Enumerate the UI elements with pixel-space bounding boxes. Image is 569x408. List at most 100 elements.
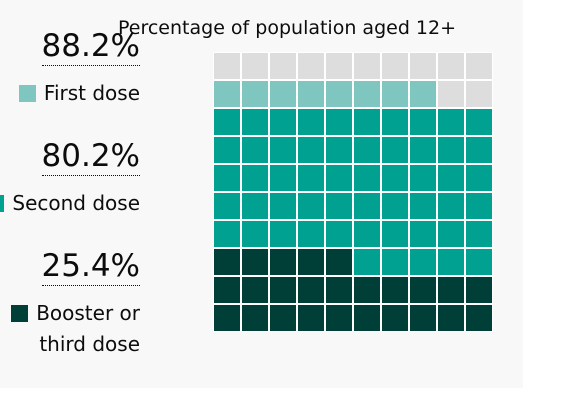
waffle-cell-second-dose xyxy=(213,135,242,165)
waffle-cell-second-dose xyxy=(436,191,466,221)
waffle-cell-second-dose xyxy=(268,135,298,165)
waffle-cell-booster xyxy=(268,275,298,305)
waffle-cell-second-dose xyxy=(296,163,326,193)
waffle-cell-second-dose xyxy=(268,107,298,137)
waffle-cell-second-dose xyxy=(380,247,410,277)
waffle-cell-second-dose xyxy=(464,219,493,249)
waffle-cell-booster xyxy=(268,303,298,332)
waffle-cell-second-dose xyxy=(213,219,242,249)
waffle-cell-empty xyxy=(352,52,382,81)
waffle-cell-empty xyxy=(268,52,298,81)
waffle-cell-booster xyxy=(436,275,466,305)
waffle-cell-booster xyxy=(324,303,354,332)
waffle-cell-second-dose xyxy=(408,247,438,277)
waffle-cell-booster xyxy=(324,247,354,277)
waffle-cell-second-dose xyxy=(296,191,326,221)
booster-label-line2: third dose xyxy=(39,332,140,356)
waffle-cell-empty xyxy=(380,52,410,81)
legend-first-dose: First dose xyxy=(18,78,140,109)
waffle-cell-second-dose xyxy=(464,107,493,137)
waffle-cell-second-dose xyxy=(240,135,270,165)
waffle-cell-second-dose xyxy=(408,163,438,193)
waffle-cell-empty xyxy=(436,52,466,81)
waffle-cell-empty xyxy=(240,52,270,81)
waffle-cell-second-dose xyxy=(408,191,438,221)
waffle-cell-second-dose xyxy=(380,163,410,193)
waffle-cell-second-dose xyxy=(464,135,493,165)
second-dose-label: Second dose xyxy=(12,191,140,215)
booster-percentage: 25.4% xyxy=(41,248,140,286)
waffle-cell-second-dose xyxy=(464,163,493,193)
waffle-cell-second-dose xyxy=(213,107,242,137)
first-dose-swatch xyxy=(18,85,36,102)
waffle-cell-second-dose xyxy=(436,107,466,137)
waffle-cell-booster xyxy=(408,275,438,305)
chart-panel: Percentage of population aged 12+ 88.2% … xyxy=(0,17,493,360)
waffle-cell-first-dose xyxy=(380,79,410,109)
waffle-cell-second-dose xyxy=(324,163,354,193)
waffle-cell-second-dose xyxy=(296,107,326,137)
legend-booster: Booster or third dose xyxy=(11,298,140,360)
waffle-cell-empty xyxy=(464,52,493,81)
waffle-cell-second-dose xyxy=(240,163,270,193)
waffle-cell-second-dose xyxy=(296,219,326,249)
waffle-cell-booster xyxy=(296,247,326,277)
waffle-cell-second-dose xyxy=(213,163,242,193)
waffle-cell-first-dose xyxy=(213,79,242,109)
waffle-cell-first-dose xyxy=(296,79,326,109)
waffle-cell-first-dose xyxy=(268,79,298,109)
waffle-cell-first-dose xyxy=(240,79,270,109)
first-dose-percentage: 88.2% xyxy=(41,28,140,66)
waffle-cell-second-dose xyxy=(268,163,298,193)
waffle-cell-booster xyxy=(296,303,326,332)
waffle-cell-booster xyxy=(240,275,270,305)
waffle-cell-empty xyxy=(408,52,438,81)
waffle-cell-first-dose xyxy=(408,79,438,109)
waffle-cell-booster xyxy=(380,275,410,305)
waffle-cell-second-dose xyxy=(352,107,382,137)
waffle-grid xyxy=(213,52,493,332)
waffle-cell-booster xyxy=(213,303,242,332)
booster-swatch xyxy=(11,305,29,322)
waffle-cell-empty xyxy=(324,52,354,81)
waffle-cell-second-dose xyxy=(352,219,382,249)
waffle-cell-second-dose xyxy=(240,219,270,249)
waffle-cell-booster xyxy=(296,275,326,305)
waffle-cell-booster xyxy=(324,275,354,305)
waffle-cell-second-dose xyxy=(213,191,242,221)
waffle-cell-second-dose xyxy=(380,191,410,221)
waffle-cell-booster xyxy=(408,303,438,332)
second-dose-swatch xyxy=(0,195,5,212)
waffle-cell-booster xyxy=(268,247,298,277)
waffle-cell-second-dose xyxy=(352,247,382,277)
waffle-cell-second-dose xyxy=(352,191,382,221)
legend-second-dose: Second dose xyxy=(0,188,140,219)
waffle-cell-booster xyxy=(464,275,493,305)
waffle-cell-second-dose xyxy=(436,135,466,165)
waffle-cell-empty xyxy=(296,52,326,81)
waffle-cell-empty xyxy=(464,79,493,109)
second-dose-percentage: 80.2% xyxy=(41,138,140,176)
waffle-cell-empty xyxy=(213,52,242,81)
waffle-cell-second-dose xyxy=(380,219,410,249)
waffle-cell-second-dose xyxy=(324,219,354,249)
chart-title: Percentage of population aged 12+ xyxy=(118,17,457,39)
waffle-cell-second-dose xyxy=(324,107,354,137)
waffle-cell-second-dose xyxy=(324,191,354,221)
waffle-cell-second-dose xyxy=(436,163,466,193)
waffle-cell-booster xyxy=(240,303,270,332)
waffle-cell-second-dose xyxy=(352,163,382,193)
waffle-cell-second-dose xyxy=(296,135,326,165)
waffle-cell-second-dose xyxy=(408,107,438,137)
waffle-cell-empty xyxy=(436,79,466,109)
waffle-cell-second-dose xyxy=(240,107,270,137)
waffle-cell-booster xyxy=(380,303,410,332)
waffle-cell-booster xyxy=(436,303,466,332)
waffle-cell-first-dose xyxy=(324,79,354,109)
waffle-cell-second-dose xyxy=(268,219,298,249)
waffle-cell-booster xyxy=(213,275,242,305)
waffle-cell-second-dose xyxy=(436,247,466,277)
waffle-cell-first-dose xyxy=(352,79,382,109)
waffle-cell-booster xyxy=(213,247,242,277)
first-dose-label: First dose xyxy=(43,81,140,105)
